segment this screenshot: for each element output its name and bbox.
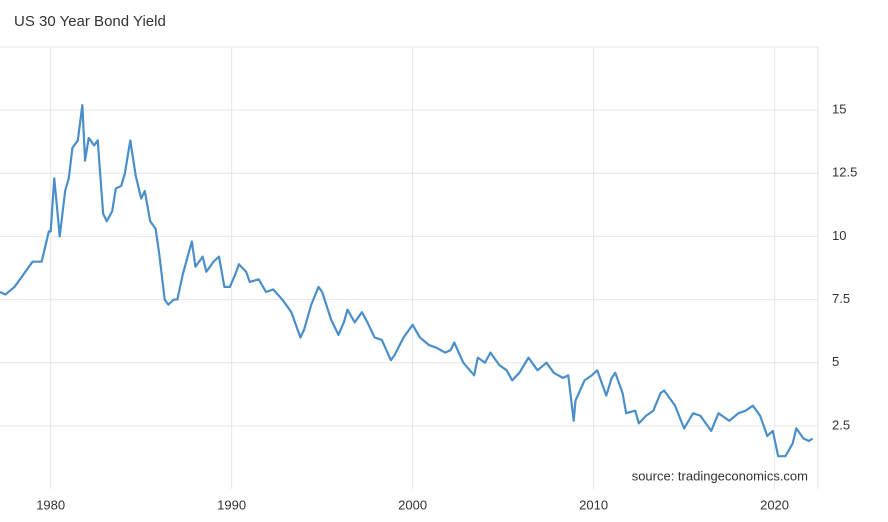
x-tick-label: 2000 xyxy=(398,497,427,512)
x-tick-label: 2020 xyxy=(760,497,789,512)
y-tick-label: 10 xyxy=(832,228,846,243)
y-tick-label: 12.5 xyxy=(832,165,857,180)
x-tick-label: 2010 xyxy=(579,497,608,512)
x-tick-label: 1980 xyxy=(36,497,65,512)
plot xyxy=(0,47,818,489)
source-note: source: tradingeconomics.com xyxy=(632,468,808,483)
chart-title: US 30 Year Bond Yield xyxy=(14,13,166,30)
y-tick-label: 2.5 xyxy=(832,417,850,432)
y-tick-label: 5 xyxy=(832,354,839,369)
x-tick-label: 1990 xyxy=(217,497,246,512)
y-tick-label: 7.5 xyxy=(832,291,850,306)
data-line xyxy=(0,103,814,458)
y-tick-label: 15 xyxy=(832,102,846,117)
